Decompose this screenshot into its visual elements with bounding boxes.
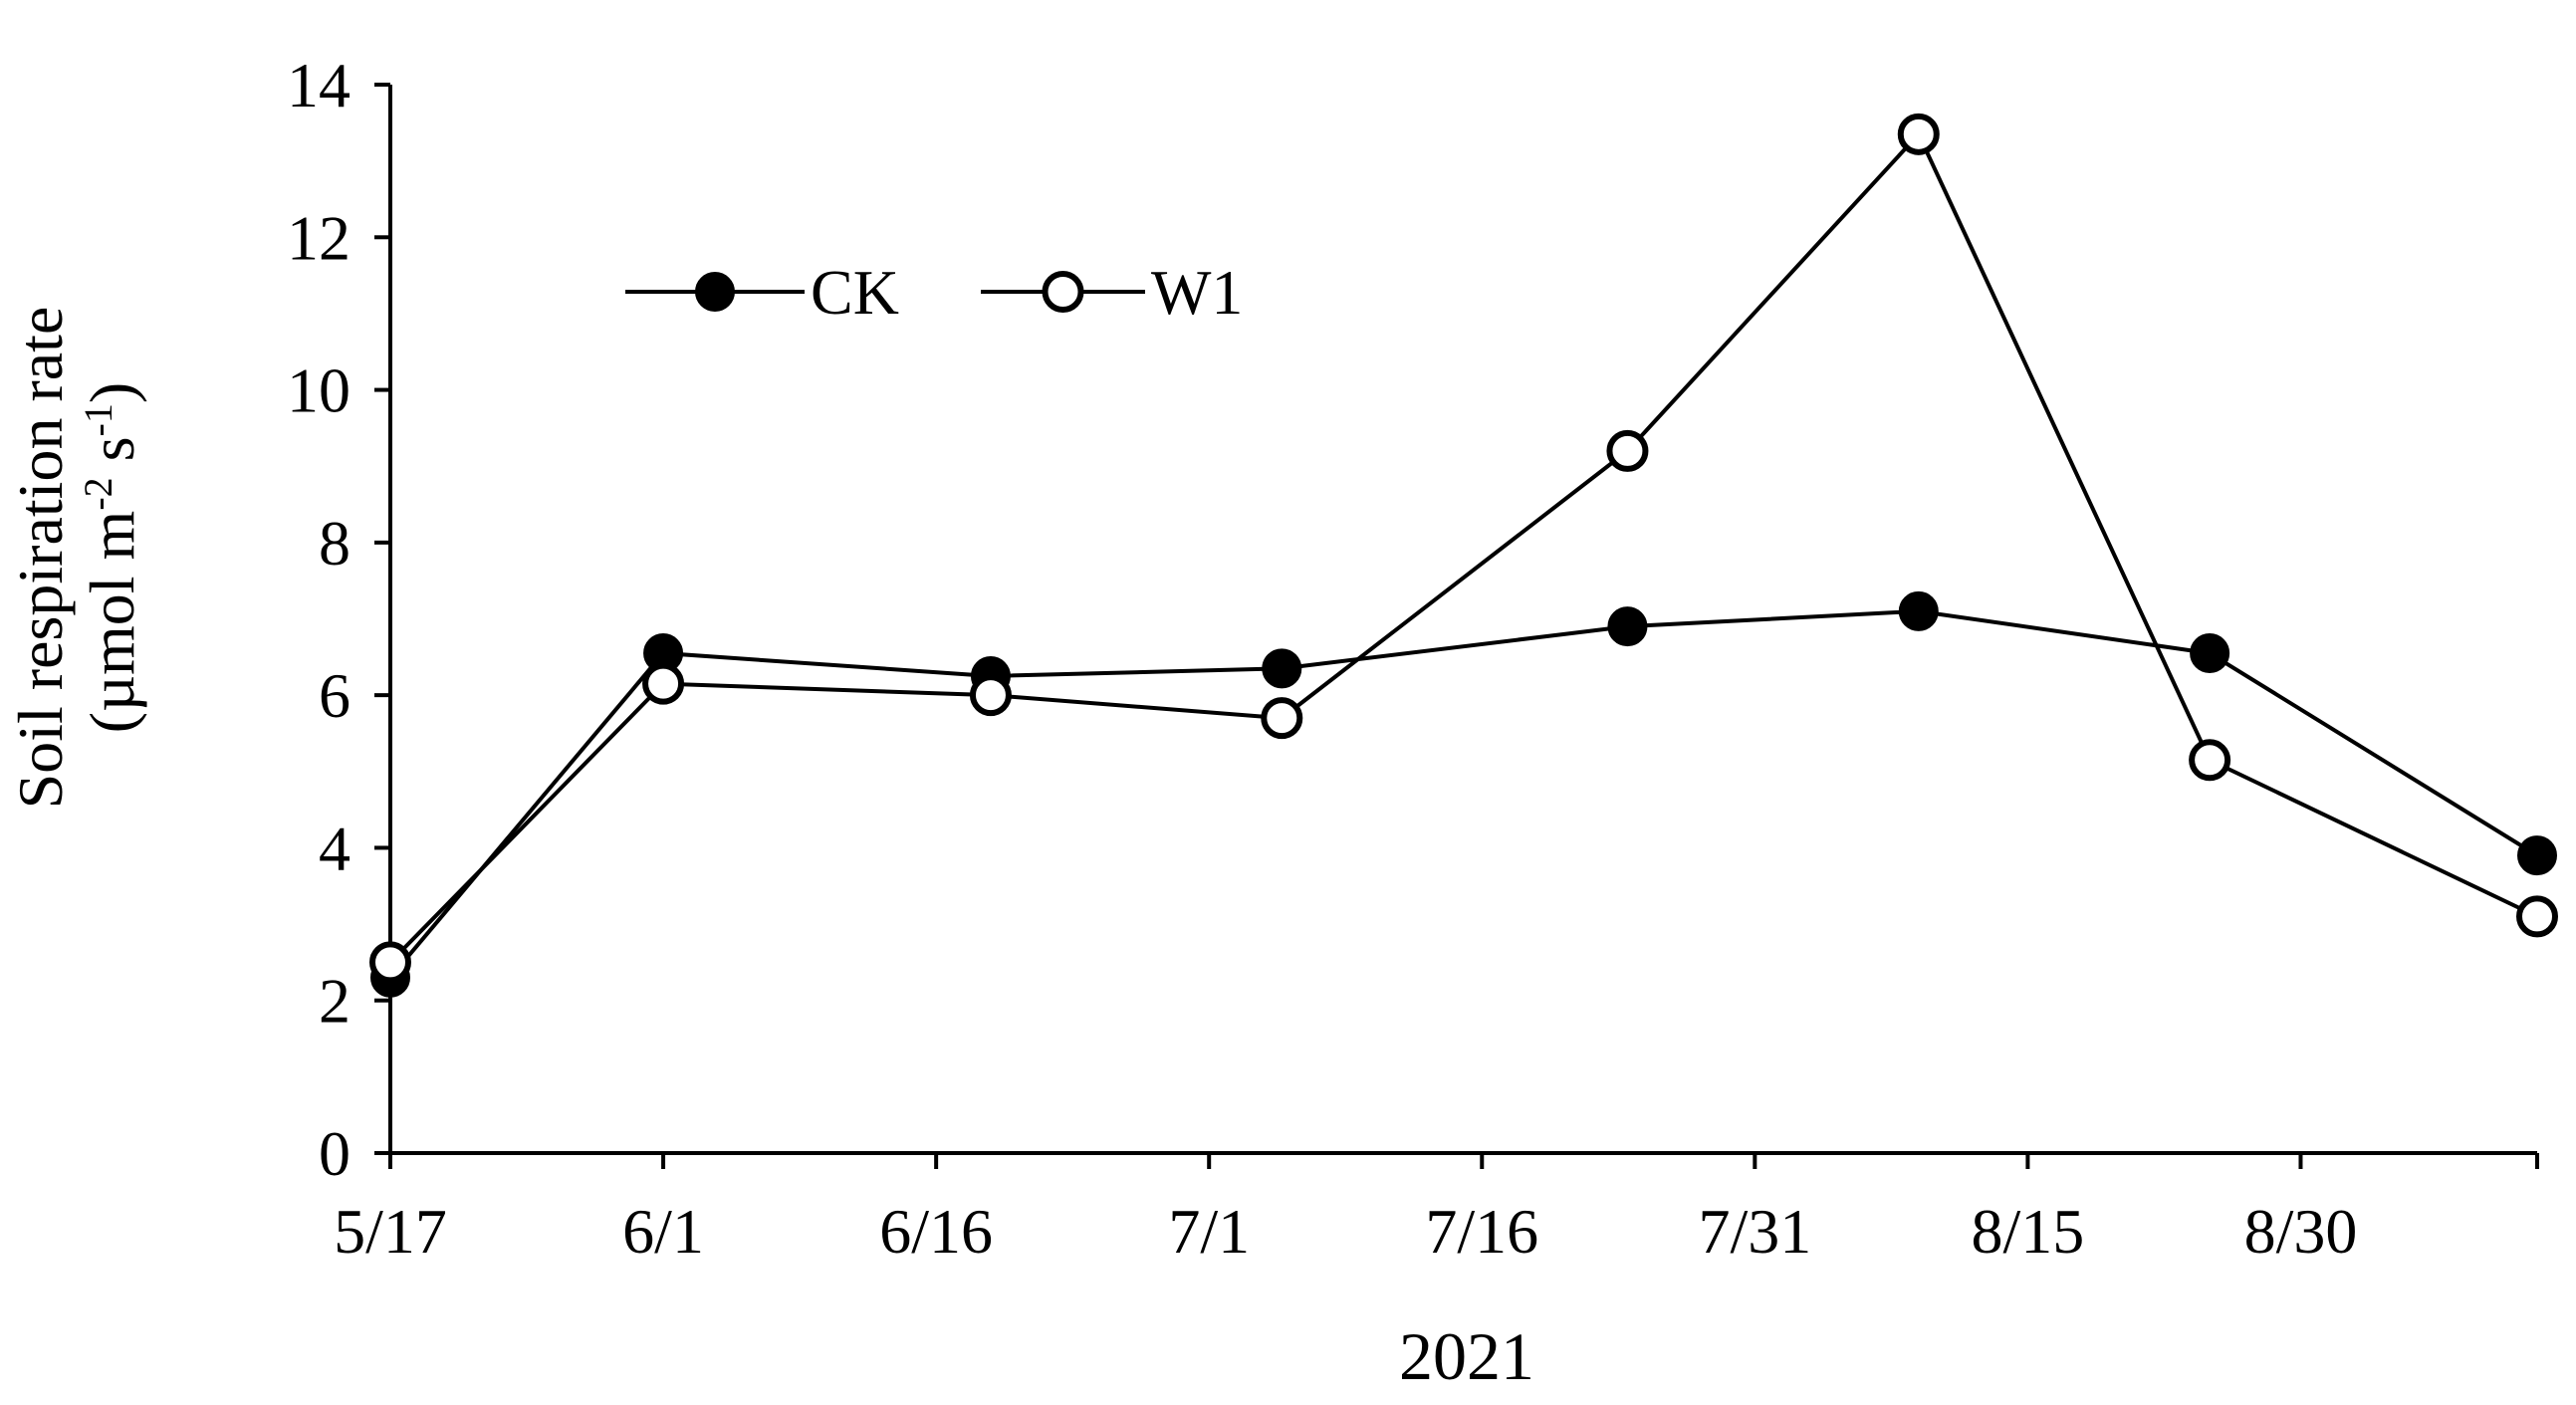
legend-label: CK: [811, 257, 899, 328]
legend-item-w1: W1: [981, 257, 1243, 328]
series-layer: [369, 113, 2558, 998]
y-tick-label: 8: [319, 508, 351, 579]
x-tick-label: 7/16: [1425, 1196, 1538, 1267]
x-tick-label: 8/15: [1972, 1196, 2085, 1267]
series-w1: [369, 113, 2558, 984]
x-ticks: 5/17 6/1 6/16 7/1 7/16 7/31 8/15 8/30: [334, 1153, 2539, 1267]
x-tick-label: 5/17: [334, 1196, 447, 1267]
legend-marker: [695, 272, 735, 312]
y-tick-label: 4: [319, 813, 351, 883]
axes: [388, 85, 2537, 1155]
y-tick-label: 12: [287, 202, 351, 273]
series-line-ck: [388, 608, 2539, 980]
data-point-w1: [1606, 429, 1649, 472]
data-point-w1: [369, 941, 411, 984]
data-point-ck: [1607, 606, 1648, 647]
y-axis-unit-prefix: (µmol m: [77, 511, 147, 734]
x-tick-label: 6/16: [879, 1196, 993, 1267]
data-point-ck: [2517, 835, 2557, 876]
series-ck: [370, 590, 2557, 998]
y-axis-unit-mid: s: [77, 436, 147, 477]
data-point-ck: [2190, 632, 2230, 673]
x-tick-label: 6/1: [622, 1196, 704, 1267]
y-tick-label: 2: [319, 966, 351, 1037]
x-tick-label: 7/1: [1168, 1196, 1250, 1267]
data-point-w1: [2516, 895, 2558, 938]
y-axis-label: Soil respiration rate (µmol m-2 s-1): [5, 307, 147, 810]
y-axis-unit-sup1: -2: [76, 477, 120, 510]
y-tick-label: 0: [319, 1118, 351, 1189]
data-point-w1: [969, 674, 1012, 717]
legend-item-ck: CK: [625, 257, 899, 328]
data-point-w1: [1261, 697, 1303, 740]
x-tick-label: 8/30: [2244, 1196, 2358, 1267]
legend-marker: [1042, 271, 1084, 313]
y-axis-label-line2: (µmol m-2 s-1): [76, 382, 148, 733]
legend-label: W1: [1151, 257, 1243, 328]
legend: CK W1: [625, 257, 1243, 328]
data-point-ck: [1262, 648, 1302, 689]
x-tick-label: 7/31: [1698, 1196, 1811, 1267]
y-ticks: 0 2 4 6 8 10 12 14: [287, 50, 390, 1189]
data-point-w1: [642, 662, 685, 705]
data-point-w1: [2189, 739, 2231, 782]
data-point-w1: [1897, 113, 1940, 155]
x-axis-label: 2021: [1399, 1318, 1534, 1394]
y-tick-label: 10: [287, 355, 351, 426]
y-tick-label: 14: [287, 50, 351, 120]
y-axis-label-line1: Soil respiration rate: [5, 307, 76, 810]
series-line-w1: [388, 130, 2538, 964]
data-point-ck: [1898, 590, 1939, 631]
y-axis-unit-sup2: -1: [76, 403, 120, 436]
y-axis-unit-suffix: ): [77, 382, 147, 403]
y-tick-label: 6: [319, 660, 351, 731]
